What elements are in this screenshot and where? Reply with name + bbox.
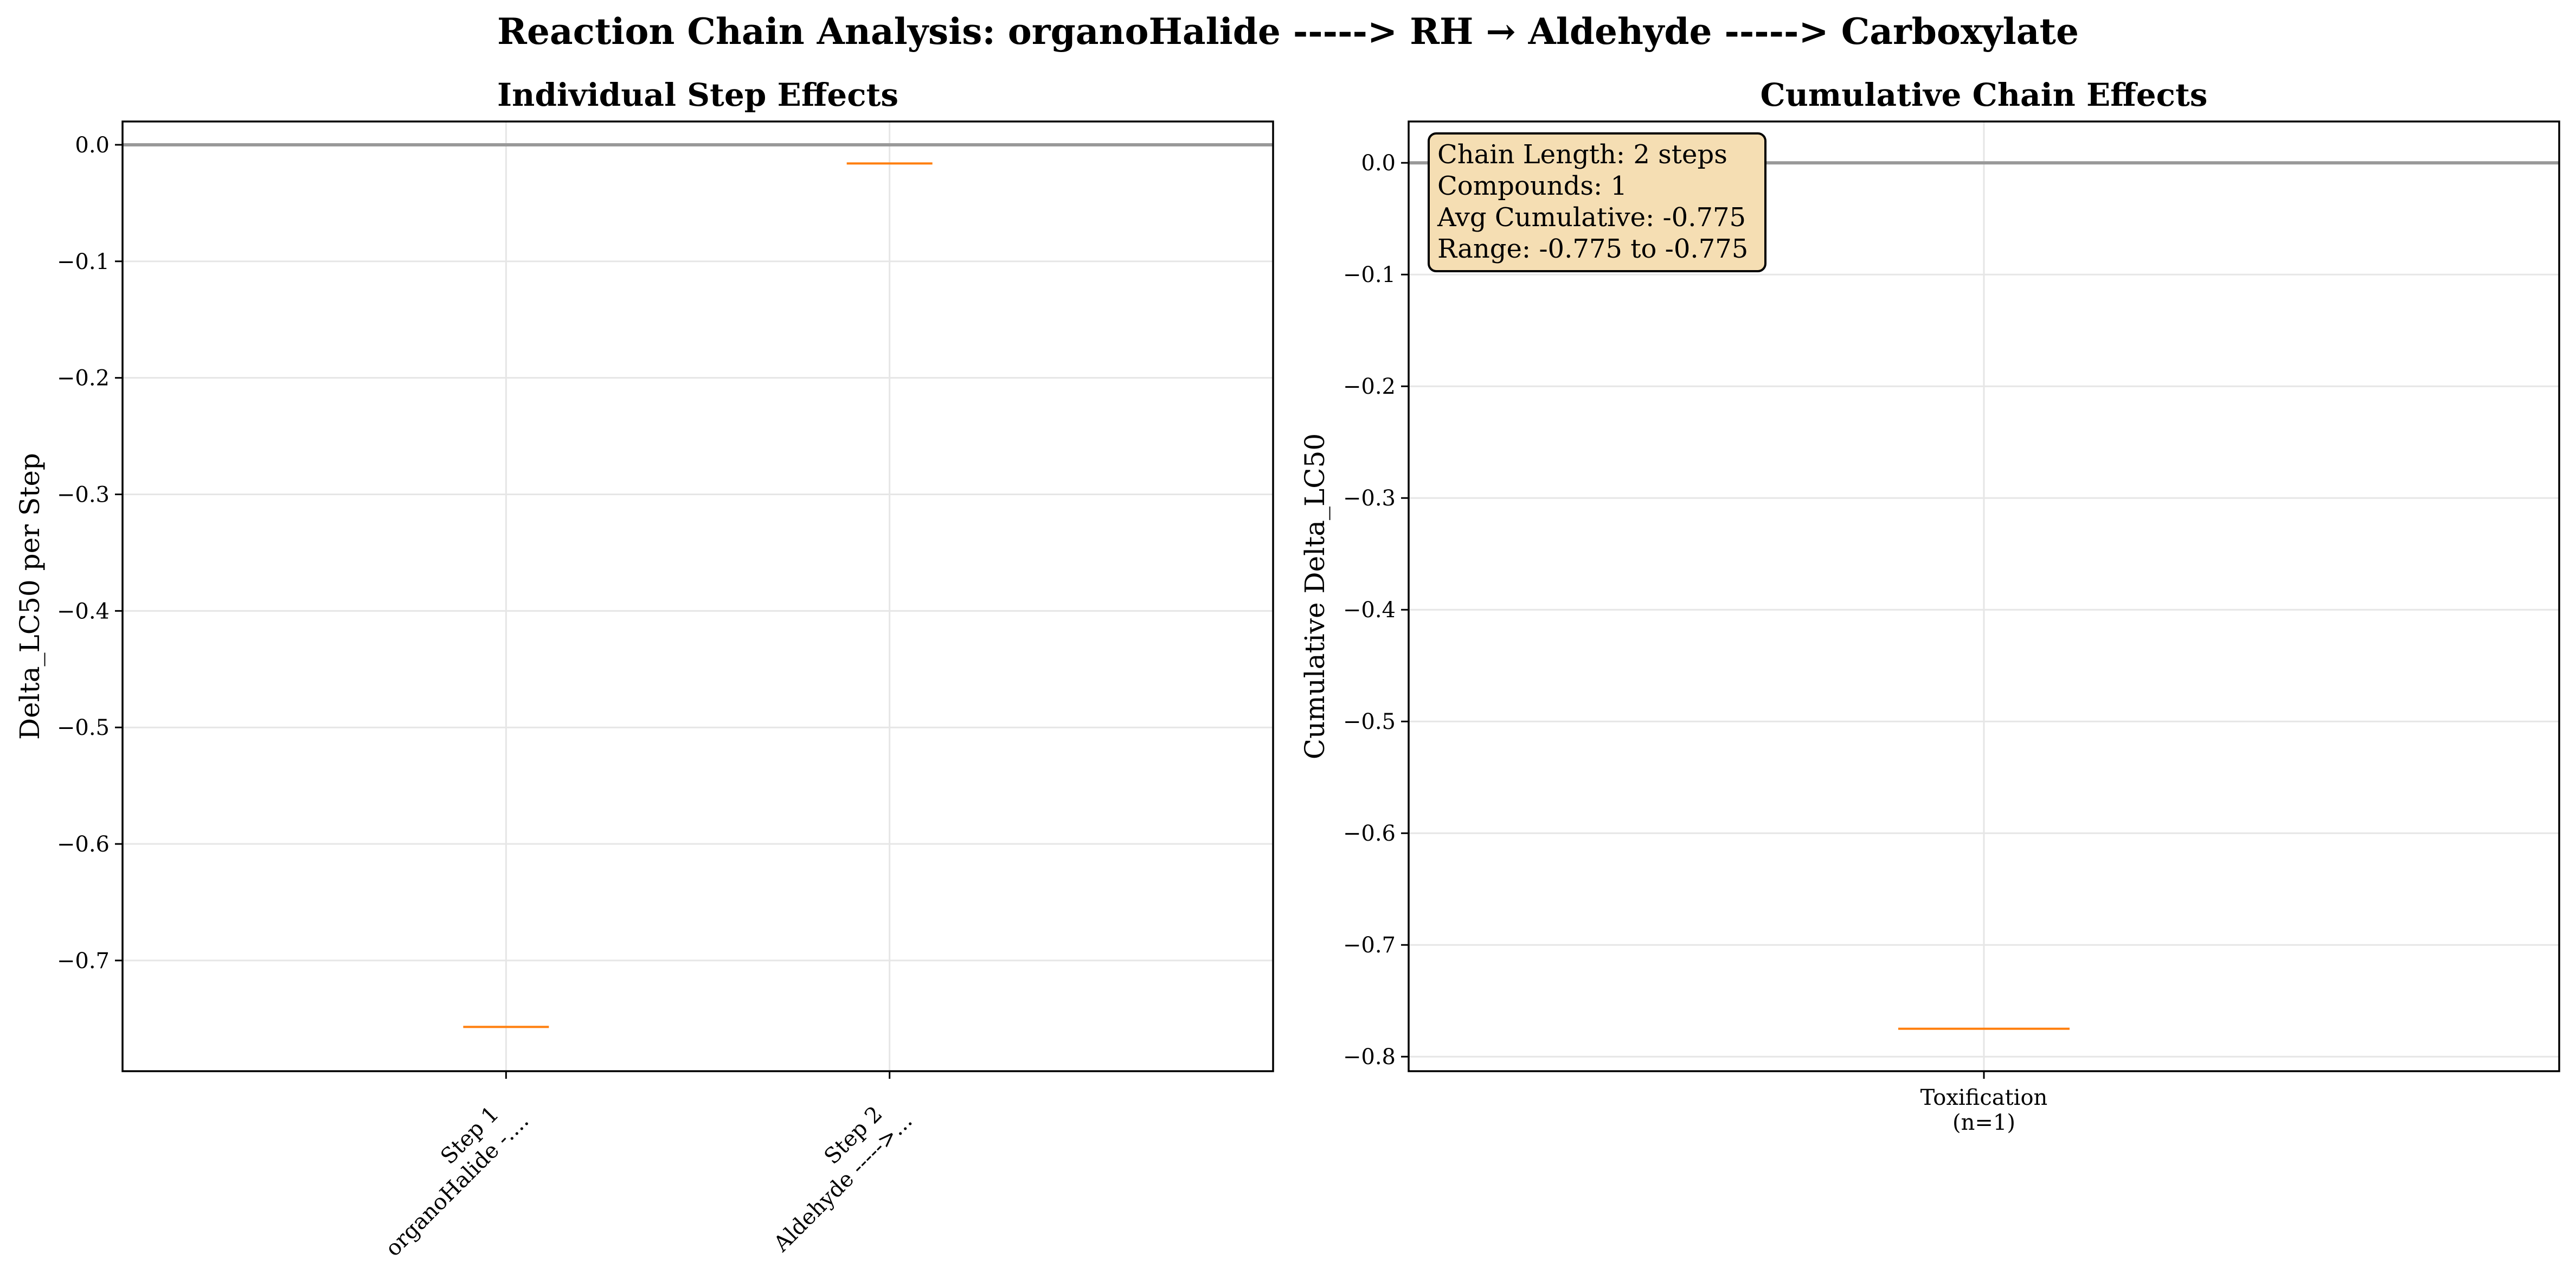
right-y-axis-label: Cumulative Delta_LC50 <box>1299 433 1331 759</box>
right-ytick-label-3: −0.3 <box>1343 486 1396 511</box>
right-ytick-label-4: −0.4 <box>1343 598 1396 623</box>
left-ytick-label-3: −0.3 <box>57 483 110 508</box>
figure-title: Reaction Chain Analysis: organoHalide --… <box>497 10 2079 53</box>
stats-line-avg-cumulative: Avg Cumulative: -0.775 <box>1437 202 1746 233</box>
left-axes-frame <box>121 120 1274 1072</box>
stats-annotation-box: Chain Length: 2 steps Compounds: 1 Avg C… <box>1428 132 1766 272</box>
stats-line-compounds: Compounds: 1 <box>1437 171 1627 201</box>
stats-line-chain-length: Chain Length: 2 steps <box>1437 139 1727 170</box>
right-ytick-label-6: −0.6 <box>1343 821 1396 846</box>
right-ytick-label-5: −0.5 <box>1343 709 1396 734</box>
right-ytick-label-7: −0.7 <box>1343 933 1396 958</box>
left-ytick-label-2: −0.2 <box>57 366 110 391</box>
left-ytick-label-4: −0.4 <box>57 599 110 624</box>
left-ytick-label-6: −0.6 <box>57 832 110 857</box>
right-ytick-label-0: 0.0 <box>1361 151 1396 176</box>
right-xtick-label-line1-0: Toxification <box>1920 1085 2048 1110</box>
left-y-axis-label: Delta_LC50 per Step <box>14 453 46 740</box>
left-ytick-label-0: 0.0 <box>75 133 110 158</box>
right-ytick-label-8: −0.8 <box>1343 1045 1396 1070</box>
left-ytick-label-7: −0.7 <box>57 949 110 974</box>
right-ytick-label-2: −0.2 <box>1343 374 1396 399</box>
right-xtick-label-line2-0: (n=1) <box>1952 1110 2015 1135</box>
stats-line-range: Range: -0.775 to -0.775 <box>1437 234 1749 264</box>
right-panel-title: Cumulative Chain Effects <box>1760 76 2208 113</box>
left-panel-title: Individual Step Effects <box>497 76 898 113</box>
right-ytick-label-1: −0.1 <box>1343 263 1396 287</box>
left-ytick-label-5: −0.5 <box>57 715 110 740</box>
left-ytick-label-1: −0.1 <box>57 249 110 274</box>
